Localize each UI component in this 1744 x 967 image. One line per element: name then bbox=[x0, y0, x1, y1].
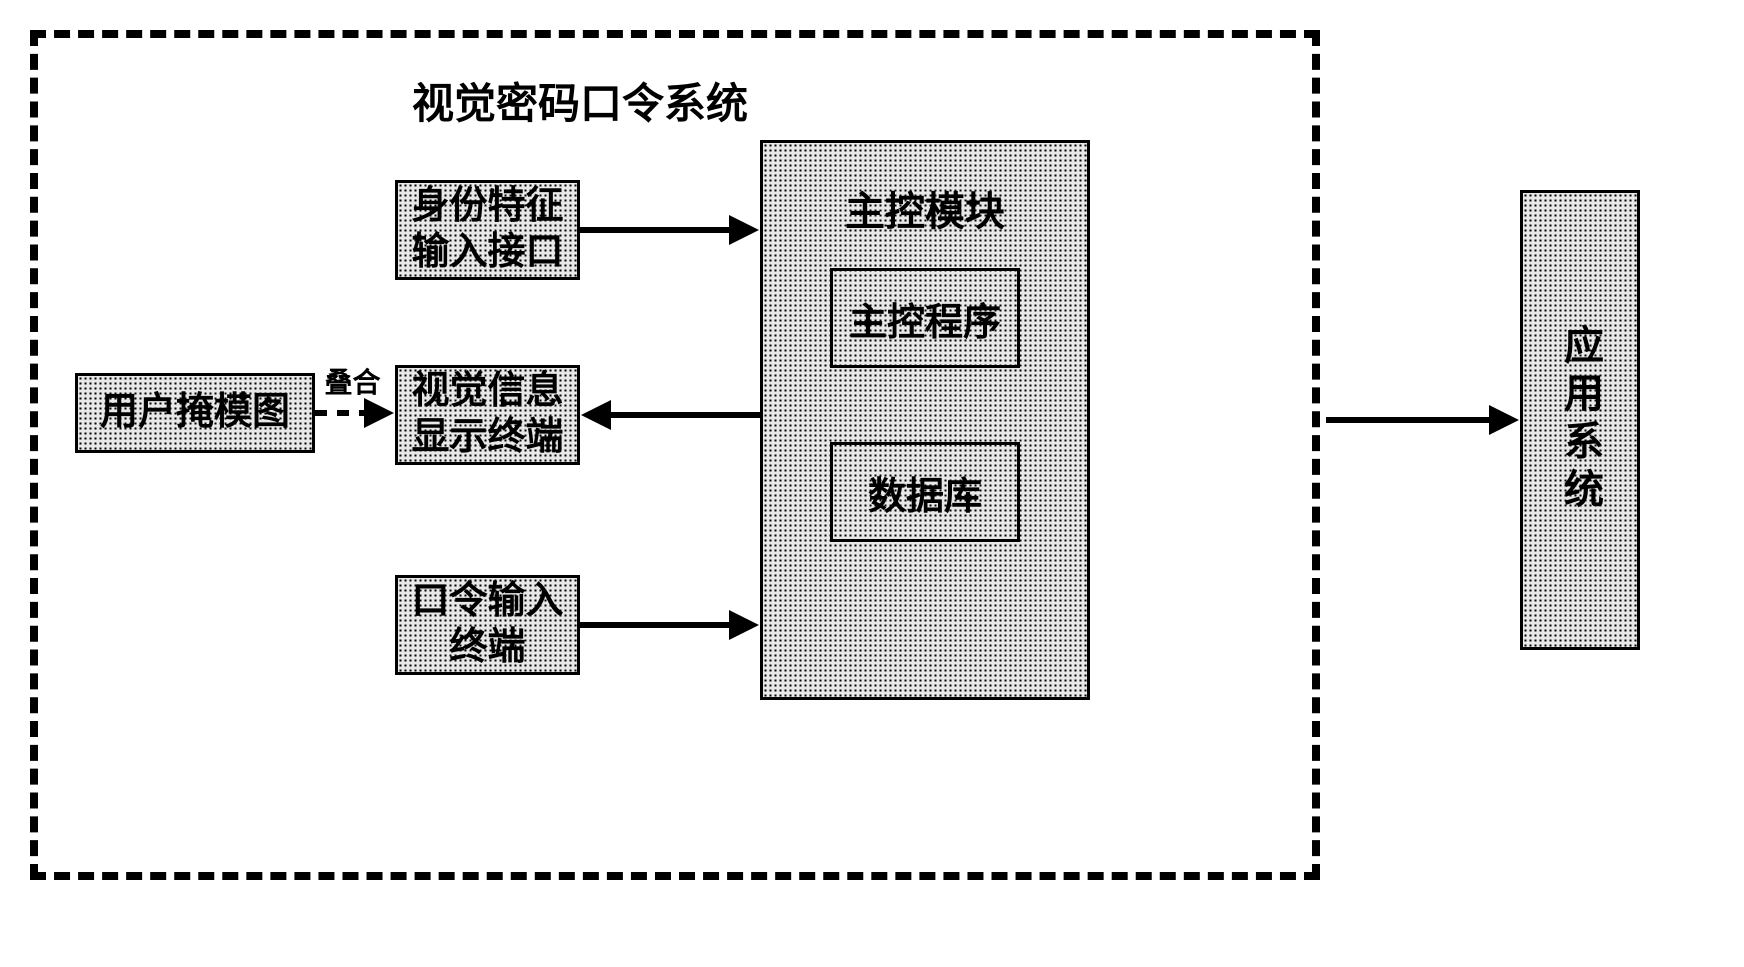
node-label: 主控程序 bbox=[849, 291, 1001, 346]
node-label: 视觉信息 显示终端 bbox=[411, 369, 563, 460]
node-database: 数据库 bbox=[830, 442, 1020, 542]
node-label: 口令输入 终端 bbox=[411, 579, 563, 670]
node-identity-input: 身份特征 输入接口 bbox=[395, 180, 580, 280]
diagram-title: 视觉密码口令系统 bbox=[370, 70, 790, 131]
node-label: 数据库 bbox=[868, 465, 982, 520]
main-module-title: 主控模块 bbox=[763, 188, 1087, 236]
node-password-input: 口令输入 终端 bbox=[395, 575, 580, 675]
edge-label-overlay: 叠合 bbox=[320, 370, 385, 398]
node-app-system: 应用系统 bbox=[1520, 190, 1640, 650]
node-label: 用户掩模图 bbox=[100, 390, 290, 436]
node-label: 应用系统 bbox=[1556, 324, 1604, 516]
system-container bbox=[30, 30, 1320, 880]
node-visual-display: 视觉信息 显示终端 bbox=[395, 365, 580, 465]
node-user-mask: 用户掩模图 bbox=[75, 373, 315, 453]
node-main-module: 主控模块 bbox=[760, 140, 1090, 700]
diagram-canvas: 视觉密码口令系统 用户掩模图 身份特征 输入接口 视觉信息 显示终端 口令输入 … bbox=[20, 20, 1744, 947]
node-main-program: 主控程序 bbox=[830, 268, 1020, 368]
node-label: 身份特征 输入接口 bbox=[411, 184, 563, 275]
